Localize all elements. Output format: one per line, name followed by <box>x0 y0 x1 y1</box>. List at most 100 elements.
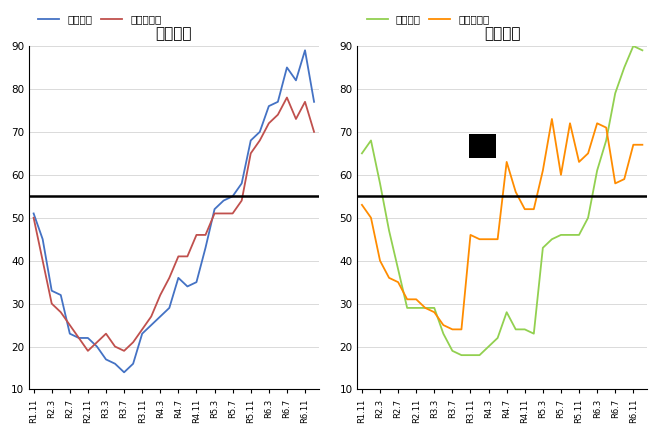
現状ＤＩ <box>129 361 137 366</box>
現状ＤＩ <box>256 129 264 135</box>
見通しＤＩ <box>66 322 74 328</box>
現状ＤＩ <box>557 232 565 237</box>
現状ＤＩ <box>413 305 420 310</box>
現状ＤＩ <box>165 305 173 310</box>
見通しＤＩ <box>39 258 47 263</box>
見通しＤＩ <box>283 95 291 100</box>
現状ＤＩ <box>120 370 128 375</box>
見通しＤＩ <box>485 237 493 242</box>
見通しＤＩ <box>521 207 529 212</box>
現状ＤＩ <box>184 284 191 289</box>
Legend: 現状ＤＩ, 見通しＤＩ: 現状ＤＩ, 見通しＤＩ <box>34 10 166 28</box>
現状ＤＩ <box>467 352 474 358</box>
現状ＤＩ <box>157 314 164 319</box>
現状ＤＩ <box>292 78 300 83</box>
見通しＤＩ <box>220 211 228 216</box>
見通しＤＩ <box>367 215 375 220</box>
現状ＤＩ <box>521 327 529 332</box>
現状ＤＩ <box>274 99 282 105</box>
見通しＤＩ <box>211 211 218 216</box>
現状ＤＩ <box>102 357 110 362</box>
現状ＤＩ <box>211 207 218 212</box>
見通しＤＩ <box>265 121 273 126</box>
見通しＤＩ <box>57 309 64 315</box>
見通しＤＩ <box>611 181 619 186</box>
見通しＤＩ <box>467 232 474 237</box>
現状ＤＩ <box>494 335 501 341</box>
見通しＤＩ <box>48 301 56 306</box>
見通しＤＩ <box>75 335 83 341</box>
見通しＤＩ <box>174 254 182 259</box>
見通しＤＩ <box>449 327 457 332</box>
見通しＤＩ <box>301 99 309 105</box>
現状ＤＩ <box>220 198 228 203</box>
見通しＤＩ <box>193 232 201 237</box>
見通しＤＩ <box>30 215 38 220</box>
見通しＤＩ <box>421 305 429 310</box>
現状ＤＩ <box>394 266 402 272</box>
見通しＤＩ <box>310 129 318 135</box>
現状ＤＩ <box>111 361 119 366</box>
見通しＤＩ <box>430 309 438 315</box>
現状ＤＩ <box>440 331 447 336</box>
見通しＤＩ <box>120 348 128 353</box>
見通しＤＩ <box>358 202 366 207</box>
見通しＤＩ <box>238 198 245 203</box>
Line: 現状ＤＩ: 現状ＤＩ <box>362 46 642 355</box>
見通しＤＩ <box>539 168 547 173</box>
現状ＤＩ <box>75 335 83 341</box>
現状ＤＩ <box>247 138 255 143</box>
見通しＤＩ <box>413 297 420 302</box>
現状ＤＩ <box>376 181 384 186</box>
現状ＤＩ <box>611 91 619 96</box>
Title: 価格ＤＩ: 価格ＤＩ <box>484 26 520 41</box>
見通しＤＩ <box>111 344 119 349</box>
現状ＤＩ <box>403 305 411 310</box>
現状ＤＩ <box>30 211 38 216</box>
現状ＤＩ <box>503 309 511 315</box>
見通しＤＩ <box>129 340 137 345</box>
見通しＤＩ <box>512 189 520 194</box>
見通しＤＩ <box>403 297 411 302</box>
現状ＤＩ <box>301 48 309 53</box>
見通しＤＩ <box>440 322 447 328</box>
見通しＤＩ <box>247 151 255 156</box>
現状ＤＩ <box>147 322 155 328</box>
現状ＤＩ <box>620 65 628 70</box>
見通しＤＩ <box>157 293 164 298</box>
見通しＤＩ <box>557 172 565 178</box>
現状ＤＩ <box>575 232 583 237</box>
見通しＤＩ <box>394 279 402 285</box>
見通しＤＩ <box>584 151 592 156</box>
現状ＤＩ <box>93 344 101 349</box>
見通しＤＩ <box>229 211 237 216</box>
見通しＤＩ <box>93 340 101 345</box>
現状ＤＩ <box>476 352 484 358</box>
見通しＤＩ <box>494 237 501 242</box>
見通しＤＩ <box>638 142 646 148</box>
Line: 現状ＤＩ: 現状ＤＩ <box>34 50 314 372</box>
現状ＤＩ <box>39 237 47 242</box>
現状ＤＩ <box>367 138 375 143</box>
現状ＤＩ <box>265 104 273 109</box>
現状ＤＩ <box>638 48 646 53</box>
見通しＤＩ <box>457 327 465 332</box>
見通しＤＩ <box>165 275 173 280</box>
現状ＤＩ <box>629 43 637 49</box>
現状ＤＩ <box>485 344 493 349</box>
見通しＤＩ <box>575 159 583 164</box>
見通しＤＩ <box>201 232 209 237</box>
見通しＤＩ <box>503 159 511 164</box>
現状ＤＩ <box>84 335 92 341</box>
見通しＤＩ <box>476 237 484 242</box>
現状ＤＩ <box>548 237 556 242</box>
見通しＤＩ <box>593 121 601 126</box>
現状ＤＩ <box>201 245 209 250</box>
現状ＤＩ <box>229 194 237 199</box>
現状ＤＩ <box>584 215 592 220</box>
現状ＤＩ <box>66 331 74 336</box>
現状ＤＩ <box>310 99 318 105</box>
現状ＤＩ <box>283 65 291 70</box>
現状ＤＩ <box>174 275 182 280</box>
現状ＤＩ <box>449 348 457 353</box>
